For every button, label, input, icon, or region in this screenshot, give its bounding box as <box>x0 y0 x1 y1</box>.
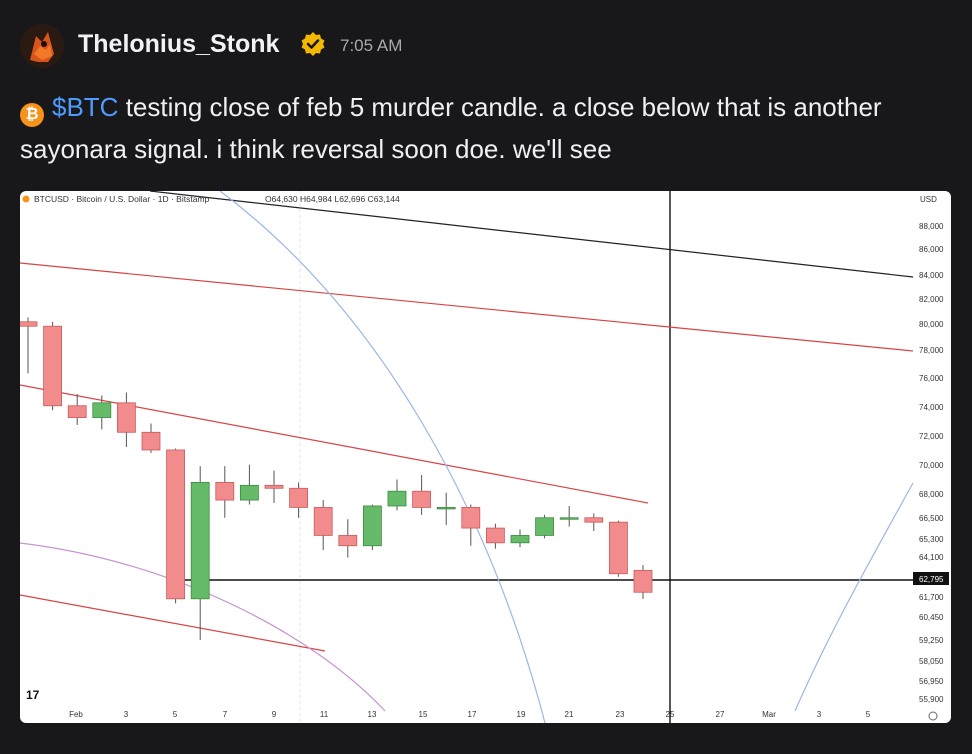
post-text: ₿ $BTC testing close of feb 5 murder cand… <box>20 86 940 170</box>
x-tick-label: 19 <box>517 710 526 719</box>
arc-curve <box>219 191 546 723</box>
y-tick-label: 84,000 <box>919 271 944 280</box>
avatar[interactable] <box>20 24 64 68</box>
chart-header: BTCUSD · Bitcoin / U.S. Dollar · 1D · Bi… <box>34 194 210 204</box>
candle-body <box>387 490 407 507</box>
candle-body <box>239 484 259 501</box>
x-tick-label: 23 <box>616 710 625 719</box>
trendline-upper <box>20 262 914 352</box>
candle-body <box>117 402 136 433</box>
x-tick-label: 5 <box>866 710 871 719</box>
candle-body <box>313 507 333 536</box>
bitcoin-icon <box>22 195 30 203</box>
current-price-badge <box>913 572 949 585</box>
y-tick-label: 64,100 <box>919 553 944 562</box>
current-price-label: 62,795 <box>919 575 944 584</box>
username[interactable]: Thelonius_Stonk <box>78 30 280 58</box>
x-tick-label: 15 <box>419 710 428 719</box>
x-tick-label: 3 <box>817 710 822 719</box>
candle-body <box>510 535 530 544</box>
candle-body <box>67 405 87 418</box>
price-unit-label: USD <box>920 195 937 204</box>
candle-body <box>215 481 235 501</box>
candle-body <box>609 521 628 575</box>
x-tick-label: 11 <box>320 710 329 719</box>
candle-body <box>461 507 481 529</box>
trendline-black <box>149 191 914 278</box>
y-tick-label: 58,050 <box>919 657 944 666</box>
x-tick-label: 25 <box>666 710 675 719</box>
y-tick-label: 61,700 <box>919 593 944 602</box>
candle-body <box>338 535 358 547</box>
candle-body <box>190 481 210 600</box>
candle-body <box>535 517 554 536</box>
arc-curve-right <box>794 482 914 712</box>
y-tick-label: 55,900 <box>919 695 944 704</box>
candlestick-chart: BTCUSD · Bitcoin / U.S. Dollar · 1D · Bi… <box>20 191 949 723</box>
x-tick-label: Mar <box>762 710 776 719</box>
x-tick-label: 5 <box>173 710 178 719</box>
x-tick-label: Feb <box>69 710 83 719</box>
trendline-mid <box>20 384 649 504</box>
post-body: testing close of feb 5 murder candle. a … <box>20 92 882 164</box>
y-tick-label: 70,000 <box>919 461 944 470</box>
y-tick-label: 56,950 <box>919 677 944 686</box>
y-tick-label: 60,450 <box>919 613 944 622</box>
candle-body <box>584 517 604 523</box>
y-tick-label: 74,000 <box>919 403 944 412</box>
x-tick-label: 3 <box>124 710 129 719</box>
avatar-icon <box>20 24 64 68</box>
candle-body <box>289 487 309 508</box>
y-tick-label: 80,000 <box>919 320 944 329</box>
timestamp[interactable]: 7:05 AM <box>340 36 403 55</box>
verified-badge-icon <box>300 31 326 57</box>
candle-body <box>559 517 579 520</box>
candle-body <box>141 431 161 451</box>
ohlc-label: O64,630 H64,984 L62,696 C63,144 <box>265 194 400 204</box>
x-tick-label: 27 <box>716 710 725 719</box>
y-tick-label: 86,000 <box>919 245 944 254</box>
trendline-lower <box>20 594 326 652</box>
y-tick-label: 78,000 <box>919 346 944 355</box>
candle-body <box>412 490 432 508</box>
tradingview-logo: 17 <box>26 688 40 702</box>
x-tick-label: 17 <box>468 710 477 719</box>
candle-body <box>264 484 284 489</box>
y-tick-label: 76,000 <box>919 374 944 383</box>
x-tick-label: 13 <box>368 710 377 719</box>
y-tick-label: 68,000 <box>919 490 944 499</box>
candle-body <box>166 449 186 600</box>
y-tick-label: 65,300 <box>919 535 944 544</box>
candle-body <box>362 505 382 547</box>
candle-body <box>633 569 653 593</box>
x-tick-label: 7 <box>223 710 228 719</box>
y-tick-label: 66,500 <box>919 514 944 523</box>
candle-body <box>436 507 456 510</box>
arc-curve-purple <box>20 542 386 712</box>
chart-image[interactable]: BTCUSD · Bitcoin / U.S. Dollar · 1D · Bi… <box>20 191 951 723</box>
y-tick-label: 88,000 <box>919 222 944 231</box>
y-tick-label: 72,000 <box>919 432 944 441</box>
x-tick-label: 21 <box>565 710 574 719</box>
candle-body <box>485 527 505 544</box>
x-tick-label: 9 <box>272 710 277 719</box>
cashtag-link[interactable]: $BTC <box>52 92 119 122</box>
y-tick-label: 82,000 <box>919 295 944 304</box>
candle-body <box>92 402 112 418</box>
y-tick-label: 59,250 <box>919 636 944 645</box>
bitcoin-icon: ₿ <box>20 103 44 127</box>
candle-body <box>43 325 63 407</box>
candle-body <box>20 321 38 327</box>
settings-icon <box>928 711 938 721</box>
